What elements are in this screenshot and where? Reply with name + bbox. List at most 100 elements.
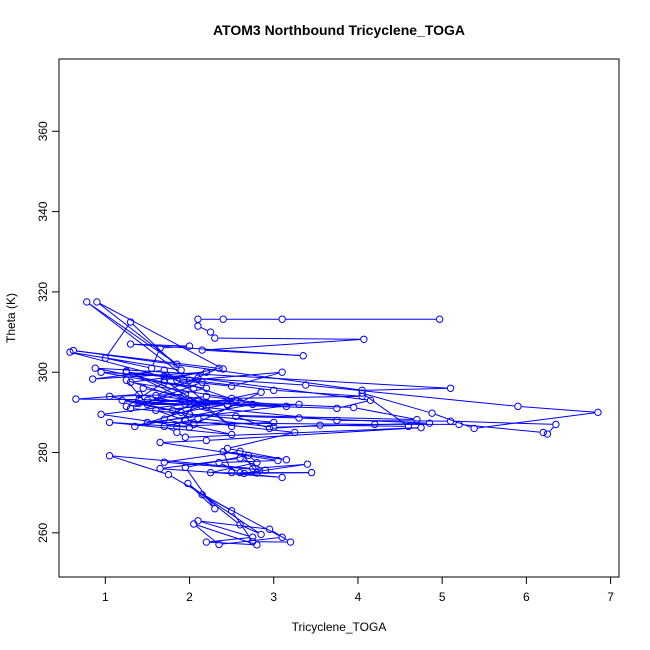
series-segment xyxy=(256,463,304,469)
series-segment xyxy=(163,442,275,461)
data-point xyxy=(404,422,413,431)
data-point xyxy=(91,364,99,372)
series-segment xyxy=(239,415,296,419)
data-point xyxy=(122,367,131,375)
series-segment xyxy=(477,412,595,429)
data-point xyxy=(316,421,324,429)
data-point xyxy=(126,404,135,413)
data-point xyxy=(248,464,257,473)
series-segment xyxy=(193,399,233,402)
data-point xyxy=(253,541,261,549)
series-segment xyxy=(201,521,250,537)
series-segment xyxy=(243,525,259,534)
data-point xyxy=(181,390,190,398)
data-point xyxy=(206,328,215,336)
series-segment xyxy=(152,351,160,366)
data-point xyxy=(185,342,194,350)
data-point xyxy=(160,372,168,380)
data-point xyxy=(514,402,522,411)
data-point xyxy=(160,458,168,466)
data-point xyxy=(156,464,164,473)
series-segment xyxy=(357,407,414,420)
data-point xyxy=(366,396,375,405)
series-segment xyxy=(222,537,279,545)
data-point xyxy=(185,397,194,405)
x-axis: 1 2 3 4 5 6 7 xyxy=(102,576,614,604)
data-point xyxy=(202,403,211,412)
series-segment xyxy=(230,448,283,460)
series-segment xyxy=(309,384,515,407)
data-point xyxy=(240,469,248,478)
data-point xyxy=(139,384,147,392)
data-point xyxy=(270,423,278,431)
data-point xyxy=(539,428,547,437)
series-segment xyxy=(549,426,554,432)
data-point xyxy=(543,430,552,438)
data-point xyxy=(152,391,160,400)
data-point xyxy=(185,410,194,419)
series-segment xyxy=(224,454,231,470)
data-point xyxy=(126,318,135,326)
data-point xyxy=(198,378,206,386)
data-point xyxy=(194,322,202,330)
series-segment xyxy=(113,455,250,469)
series-segment xyxy=(234,372,279,386)
series-segment xyxy=(247,472,309,474)
series-segment xyxy=(340,419,447,422)
data-point xyxy=(105,418,114,427)
series-segment xyxy=(462,424,540,433)
y-tick-label: 300 xyxy=(36,362,50,382)
series-segment xyxy=(132,324,179,369)
data-point xyxy=(215,364,223,372)
data-point xyxy=(248,533,257,541)
series-segment xyxy=(98,367,448,389)
series-segment xyxy=(247,464,304,474)
data-point xyxy=(253,469,261,477)
data-point xyxy=(299,352,307,360)
data-point xyxy=(66,348,74,356)
data-point xyxy=(202,384,211,392)
data-point xyxy=(160,376,168,384)
data-point xyxy=(552,420,560,429)
data-point xyxy=(227,394,236,403)
data-point xyxy=(417,423,425,432)
y-tick-label: 340 xyxy=(36,201,50,221)
series-segment xyxy=(235,395,359,399)
series-segment xyxy=(201,520,267,530)
series-segment xyxy=(96,371,203,380)
data-point xyxy=(173,428,181,437)
series-layer xyxy=(66,298,602,549)
data-point xyxy=(101,354,110,362)
data-point xyxy=(470,424,478,433)
series-segment xyxy=(186,470,214,507)
data-point xyxy=(446,417,455,425)
data-point xyxy=(257,388,265,396)
data-point xyxy=(202,436,211,445)
data-point xyxy=(282,456,291,464)
data-point xyxy=(227,507,236,515)
data-point xyxy=(131,422,139,431)
x-tick-label: 1 xyxy=(102,590,109,604)
series-segment xyxy=(167,451,237,463)
series-segment xyxy=(235,472,279,478)
data-point xyxy=(143,418,152,427)
series-segment xyxy=(150,404,296,423)
data-point xyxy=(122,376,131,384)
series-segment xyxy=(108,358,149,368)
data-point xyxy=(83,298,91,306)
series-segment xyxy=(167,419,229,435)
series-segment xyxy=(134,408,271,423)
data-point xyxy=(206,468,215,477)
series-segment xyxy=(230,432,292,449)
series-segment xyxy=(209,537,250,543)
series-segment xyxy=(89,303,175,363)
data-point xyxy=(181,463,190,472)
series-segment xyxy=(218,337,361,340)
series-segment xyxy=(163,345,186,349)
data-point xyxy=(194,414,202,423)
data-point xyxy=(156,344,164,352)
data-point xyxy=(350,403,358,412)
data-point xyxy=(211,334,219,342)
data-point xyxy=(413,415,421,424)
